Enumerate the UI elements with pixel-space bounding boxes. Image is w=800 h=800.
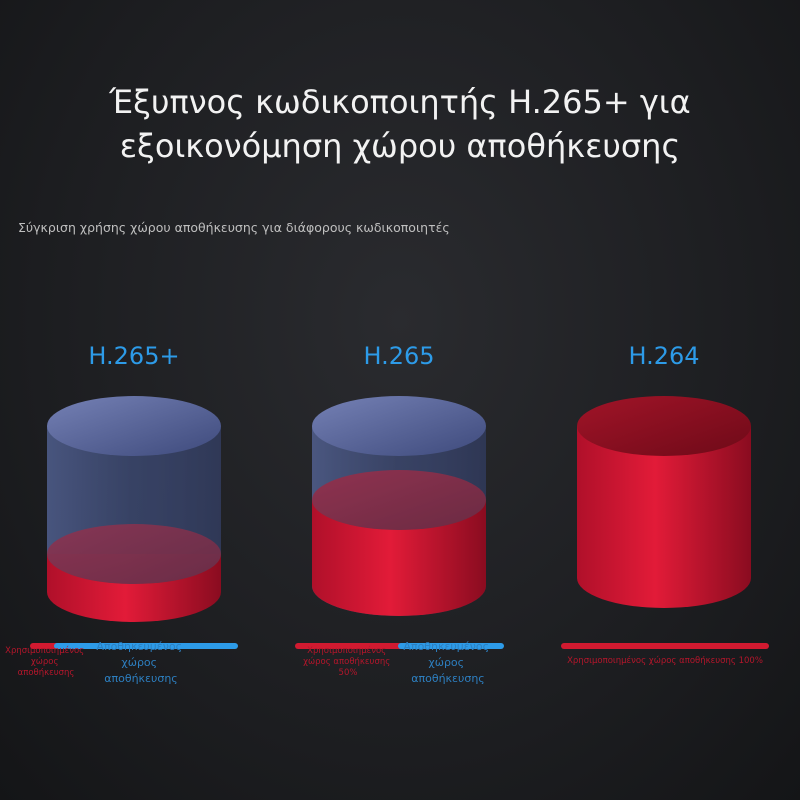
bar-h265-used <box>295 643 405 649</box>
bar-h265-saved <box>398 643 504 649</box>
cylinder-h265-used-body <box>312 500 486 616</box>
page-title: Έξυπνος κωδικοποιητής H.265+ για εξοικον… <box>0 80 800 168</box>
cylinder-h265plus <box>47 396 221 622</box>
label-h264: H.264 <box>628 342 699 370</box>
cylinder-h264-used-body <box>577 426 751 608</box>
cylinder-h265plus-used-top <box>47 524 221 584</box>
chart-subtitle: Σύγκριση χρήσης χώρου αποθήκευσης για δι… <box>18 220 450 235</box>
cylinder-h264-top <box>577 396 751 456</box>
cylinder-h264 <box>577 396 751 608</box>
bar-h265plus-saved <box>54 643 238 649</box>
bar-h264-used <box>561 643 769 649</box>
cylinder-h265plus-top <box>47 396 221 456</box>
cylinder-h265-top <box>312 396 486 456</box>
caption-h265-used: Χρησιμοποιημένος χώρος αποθήκευσης 50% <box>303 645 393 678</box>
label-h265: H.265 <box>363 342 434 370</box>
title-line-1: Έξυπνος κωδικοποιητής H.265+ για <box>109 83 691 121</box>
cylinder-h265 <box>312 396 486 616</box>
title-line-2: εξοικονόμηση χώρου αποθήκευσης <box>119 127 681 165</box>
label-h265plus: H.265+ <box>88 342 179 370</box>
caption-h265plus-used: Χρησιμοποιημένος χώρος αποθήκευσης <box>5 645 87 678</box>
cylinder-h265-used-top <box>312 470 486 530</box>
caption-h265-saved: Αποθηκευμένος χώρος αποθήκευσης <box>403 640 492 685</box>
caption-h265plus-saved: Αποθηκευμένος χώρος αποθήκευσης <box>96 640 185 685</box>
caption-h264-used: Χρησιμοποιημένος χώρος αποθήκευσης 100% <box>567 655 763 666</box>
